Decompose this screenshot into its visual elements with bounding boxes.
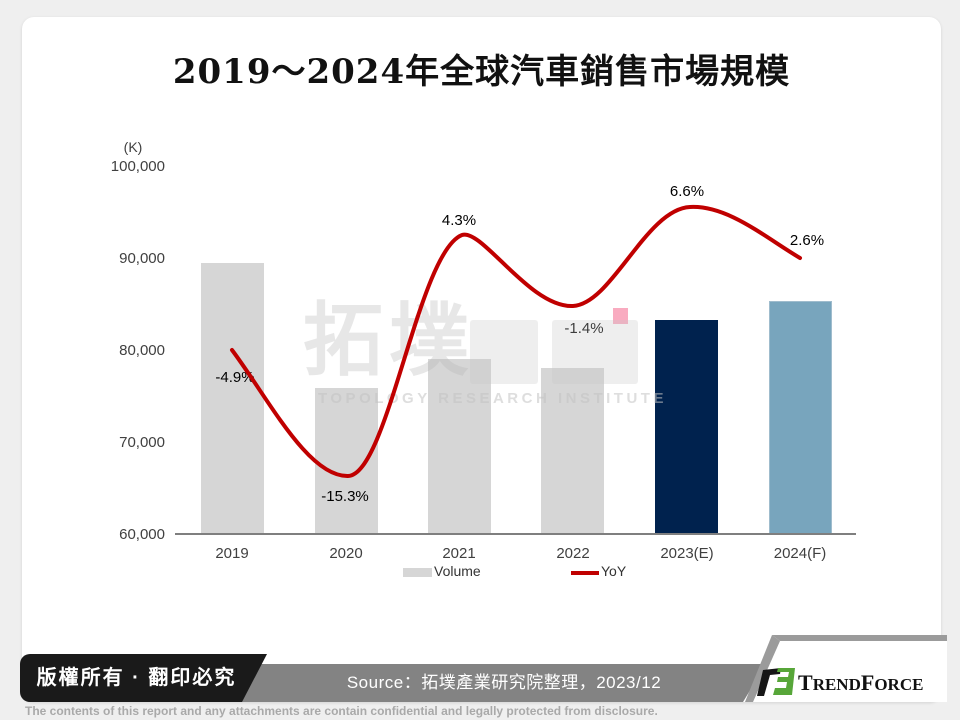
logo-plate-slant-border [745, 635, 780, 702]
x-tick-2024f: 2024(F) [773, 545, 827, 562]
y-tick-70000: 70,000 [119, 434, 165, 451]
y-tick-60000: 60,000 [119, 526, 165, 543]
y-tick-100000: 100,000 [110, 158, 165, 175]
legend-yoy-line-swatch [571, 571, 599, 575]
x-tick-2020: 2020 [329, 545, 363, 562]
logo-plate-background [753, 641, 947, 702]
x-tick-2023e: 2023(E) [660, 545, 714, 562]
yoy-label-2019: -4.9% [215, 369, 255, 386]
logo-black-slash [757, 668, 781, 696]
x-tick-2022: 2022 [556, 545, 590, 562]
yoy-label-2020: -15.3% [321, 488, 369, 505]
y-tick-80000: 80,000 [119, 342, 165, 359]
bar-2020 [315, 388, 378, 534]
bar-2019 [201, 263, 264, 534]
logo-green-f [773, 668, 795, 695]
legend-yoy-label: YoY [601, 563, 627, 579]
trendforce-logo-icon [757, 668, 795, 696]
watermark-logo-text: 拓墣 [303, 293, 475, 387]
trendforce-wordmark: TRENDFORCE [798, 670, 923, 695]
watermark-caption: TOPOLOGY RESEARCH INSTITUTE [318, 390, 667, 407]
x-tick-2021: 2021 [442, 545, 476, 562]
legend-volume-label: Volume [434, 563, 481, 579]
bar-2023e [655, 320, 718, 534]
y-tick-90000: 90,000 [119, 250, 165, 267]
chart-title: 2019～2024年全球汽車銷售市場規模 [172, 52, 791, 92]
source-bar: Source：拓墣產業研究院整理，2023/12 [242, 664, 766, 702]
watermark-block-icon [470, 320, 538, 384]
bar-2024f [769, 301, 832, 534]
yoy-label-2024f: 2.6% [789, 232, 825, 249]
yoy-label-2023e: 6.6% [669, 183, 705, 200]
y-axis-unit-label: (K) [123, 139, 143, 155]
x-tick-2019: 2019 [215, 545, 249, 562]
x-axis-line [175, 533, 856, 535]
watermark-block-icon [552, 320, 638, 384]
yoy-label-2021: 4.3% [441, 212, 477, 229]
copyright-banner: 版權所有 · 翻印必究 [20, 654, 267, 702]
legend-volume-swatch [403, 568, 432, 577]
trendforce-logo-plate: TRENDFORCE [745, 635, 947, 702]
disclaimer-text: The contents of this report and any atta… [25, 704, 658, 718]
logo-plate-top-border [772, 635, 947, 641]
